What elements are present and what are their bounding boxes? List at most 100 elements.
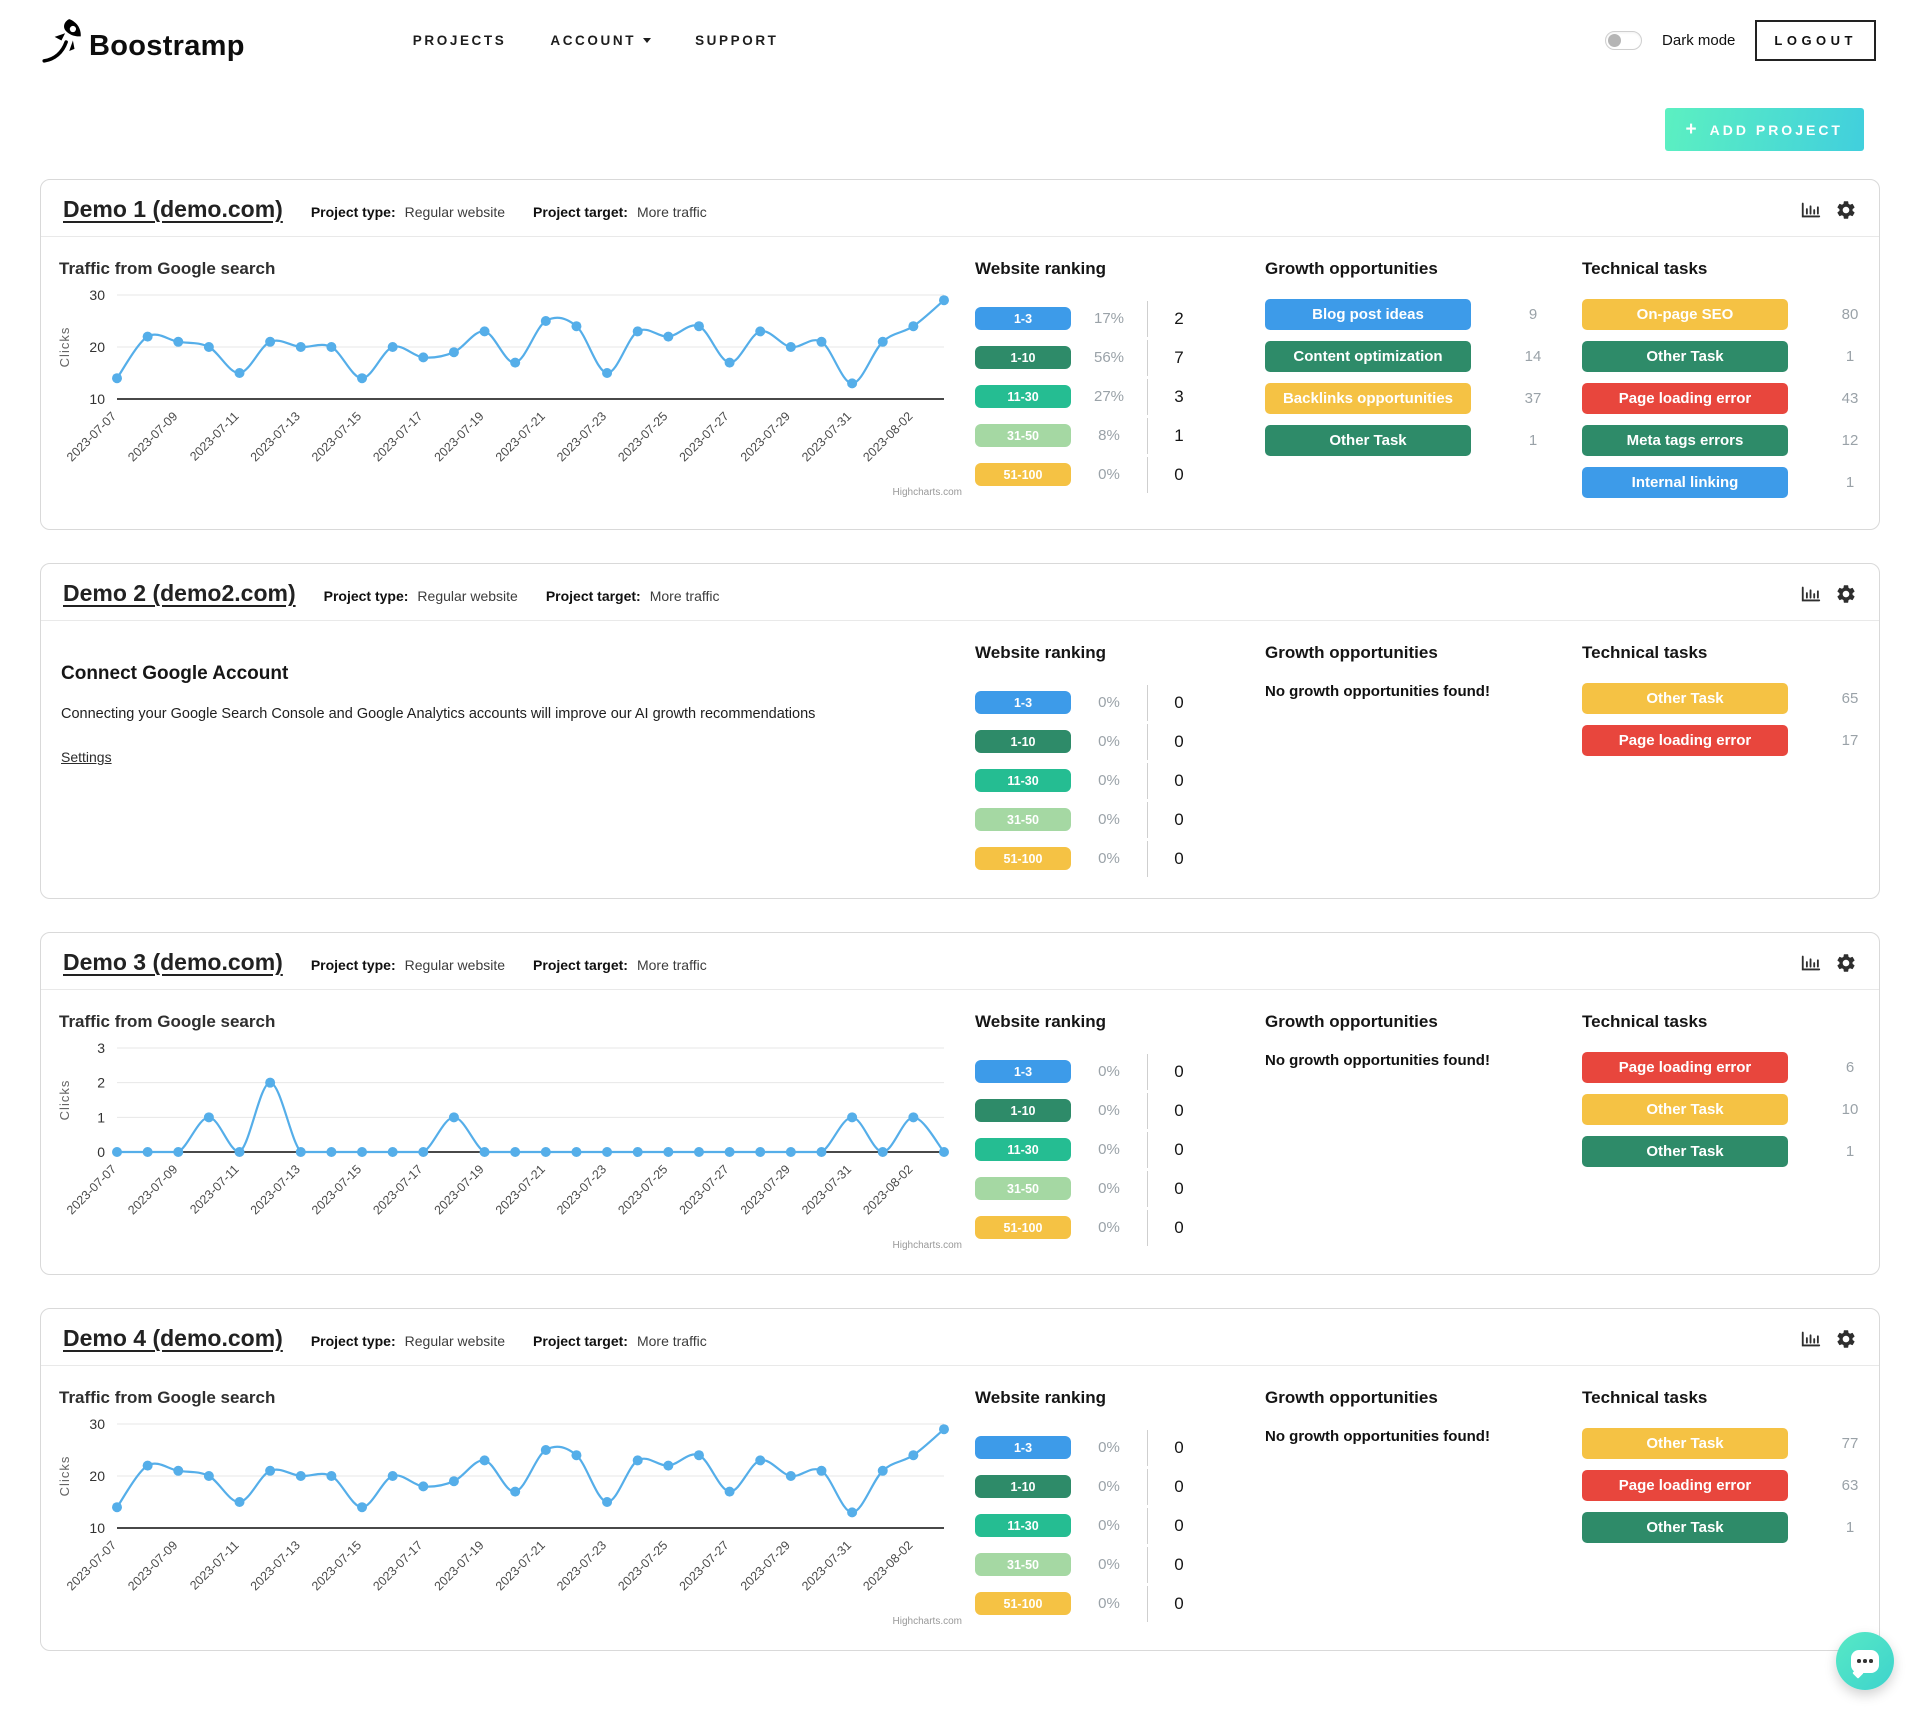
ranking-bucket-badge[interactable]: 1-10: [975, 730, 1071, 754]
project-card-body: Traffic from Google search 0 1 2 3 Clicks 2023…: [41, 990, 1879, 1274]
ranking-row: 1-3 0% 0: [975, 1052, 1265, 1091]
project-title-link[interactable]: Demo 1 (demo.com): [63, 196, 283, 223]
settings-link[interactable]: Settings: [61, 749, 112, 766]
ranking-divider: [1147, 1585, 1148, 1622]
stats-icon[interactable]: [1800, 1328, 1822, 1350]
toggle-knob: [1608, 33, 1622, 47]
svg-text:30: 30: [89, 1416, 105, 1432]
ranking-count: 0: [1174, 1139, 1184, 1159]
technical-task-badge[interactable]: Page loading error: [1582, 1052, 1788, 1084]
technical-task-badge[interactable]: Page loading error: [1582, 383, 1788, 415]
project-title-link[interactable]: Demo 4 (demo.com): [63, 1325, 283, 1352]
svg-text:Traffic from Google search: Traffic from Google search: [59, 259, 275, 278]
technical-task-badge[interactable]: Other Task: [1582, 683, 1788, 715]
project-title-link[interactable]: Demo 3 (demo.com): [63, 949, 283, 976]
svg-text:2023-07-15: 2023-07-15: [309, 409, 364, 464]
ranking-bucket-badge[interactable]: 1-3: [975, 691, 1071, 715]
nav-support[interactable]: SUPPORT: [695, 33, 778, 48]
ranking-count: 0: [1174, 1437, 1184, 1457]
ranking-bucket-badge[interactable]: 31-50: [975, 424, 1071, 448]
technical-task-badge[interactable]: Other Task: [1582, 1094, 1788, 1126]
stats-icon[interactable]: [1800, 199, 1822, 221]
plus-icon: +: [1685, 119, 1700, 140]
technical-task-count: 80: [1841, 306, 1859, 324]
technical-task-badge[interactable]: Page loading error: [1582, 725, 1788, 757]
ranking-bucket-badge[interactable]: 11-30: [975, 769, 1071, 793]
ranking-bucket-badge[interactable]: 51-100: [975, 463, 1071, 487]
ranking-bucket-badge[interactable]: 31-50: [975, 808, 1071, 832]
ranking-percent: 0%: [1098, 694, 1120, 712]
growth-task-count: 9: [1528, 306, 1538, 324]
svg-text:2023-07-31: 2023-07-31: [799, 409, 854, 464]
growth-task-count: 1: [1528, 432, 1538, 450]
ranking-bucket-badge[interactable]: 11-30: [975, 385, 1071, 409]
ranking-bucket-badge[interactable]: 51-100: [975, 1592, 1071, 1616]
svg-text:2023-07-19: 2023-07-19: [432, 409, 487, 464]
technical-task-badge[interactable]: Other Task: [1582, 1428, 1788, 1460]
brand-logo[interactable]: Boostramp: [40, 16, 245, 64]
ranking-bucket-badge[interactable]: 1-3: [975, 1060, 1071, 1084]
technical-task-badge[interactable]: Internal linking: [1582, 467, 1788, 499]
technical-task-row: Other Task 1: [1582, 1512, 1864, 1544]
gear-icon[interactable]: [1835, 1328, 1857, 1350]
svg-text:2023-07-25: 2023-07-25: [615, 1538, 670, 1593]
gear-icon[interactable]: [1835, 199, 1857, 221]
growth-task-badge[interactable]: Backlinks opportunities: [1265, 383, 1471, 415]
nav-projects[interactable]: PROJECTS: [413, 33, 507, 48]
ranking-bucket-badge[interactable]: 31-50: [975, 1177, 1071, 1201]
technical-task-badge[interactable]: Other Task: [1582, 1136, 1788, 1168]
ranking-divider: [1147, 801, 1148, 838]
ranking-bucket-badge[interactable]: 11-30: [975, 1514, 1071, 1538]
ranking-bucket-badge[interactable]: 1-10: [975, 1099, 1071, 1123]
project-card-body: Traffic from Google search 10 20 30 Clicks 20…: [41, 237, 1879, 529]
chat-button[interactable]: [1836, 1632, 1894, 1690]
growth-task-count: 37: [1524, 390, 1542, 408]
technical-tasks-section: Technical tasks Other Task 65 Page loading …: [1582, 627, 1864, 878]
stats-icon[interactable]: [1800, 583, 1822, 605]
ranking-bucket-badge[interactable]: 31-50: [975, 1553, 1071, 1577]
growth-task-badge[interactable]: Content optimization: [1265, 341, 1471, 373]
growth-task-badge[interactable]: Other Task: [1265, 425, 1471, 457]
add-project-button[interactable]: + ADD PROJECT: [1664, 108, 1864, 152]
gear-icon[interactable]: [1835, 952, 1857, 974]
growth-opportunities-title: Growth opportunities: [1265, 643, 1438, 663]
ranking-count: 7: [1174, 347, 1184, 367]
svg-text:0: 0: [97, 1144, 105, 1160]
website-ranking-section: Website ranking 1-3 0% 0 1-10 0% 0 11-30 0% 0 31-5…: [975, 627, 1265, 878]
technical-task-badge[interactable]: Other Task: [1582, 1512, 1788, 1544]
technical-task-badge[interactable]: Meta tags errors: [1582, 425, 1788, 457]
ranking-percent: 0%: [1098, 1063, 1120, 1081]
ranking-bucket-badge[interactable]: 51-100: [975, 847, 1071, 871]
website-ranking-title: Website ranking: [975, 643, 1106, 663]
svg-text:2: 2: [97, 1075, 105, 1091]
logout-button[interactable]: LOGOUT: [1755, 19, 1876, 61]
ranking-divider: [1147, 1468, 1148, 1505]
ranking-bucket-badge[interactable]: 1-10: [975, 1475, 1071, 1499]
dark-mode-toggle[interactable]: [1605, 30, 1643, 50]
ranking-bucket-badge[interactable]: 1-3: [975, 1436, 1071, 1460]
ranking-divider: [1147, 1170, 1148, 1207]
ranking-row: 11-30 0% 0: [975, 1506, 1265, 1545]
card-actions: [1800, 199, 1857, 221]
technical-task-row: Other Task 10: [1582, 1094, 1864, 1126]
ranking-bucket-badge[interactable]: 51-100: [975, 1216, 1071, 1240]
project-title-link[interactable]: Demo 2 (demo2.com): [63, 580, 296, 607]
ranking-bucket-badge[interactable]: 1-10: [975, 346, 1071, 370]
nav-account[interactable]: ACCOUNT: [550, 33, 652, 48]
gear-icon[interactable]: [1835, 583, 1857, 605]
stats-icon[interactable]: [1800, 952, 1822, 974]
nav-label: SUPPORT: [695, 32, 779, 48]
ranking-divider: [1147, 1429, 1148, 1466]
technical-task-badge[interactable]: On-page SEO: [1582, 299, 1788, 331]
project-card-2: Demo 2 (demo2.com) Project type: Regular w…: [40, 563, 1880, 900]
growth-task-badge[interactable]: Blog post ideas: [1265, 299, 1471, 331]
project-type-label: Project type:: [323, 588, 409, 605]
ranking-count: 0: [1174, 770, 1184, 790]
technical-task-badge[interactable]: Page loading error: [1582, 1470, 1788, 1502]
ranking-divider: [1147, 723, 1148, 760]
ranking-bucket-badge[interactable]: 11-30: [975, 1138, 1071, 1162]
project-card-3: Demo 3 (demo.com) Project type: Regular we…: [40, 932, 1880, 1276]
technical-task-badge[interactable]: Other Task: [1582, 341, 1788, 373]
ranking-percent: 17%: [1093, 310, 1125, 328]
ranking-bucket-badge[interactable]: 1-3: [975, 307, 1071, 331]
